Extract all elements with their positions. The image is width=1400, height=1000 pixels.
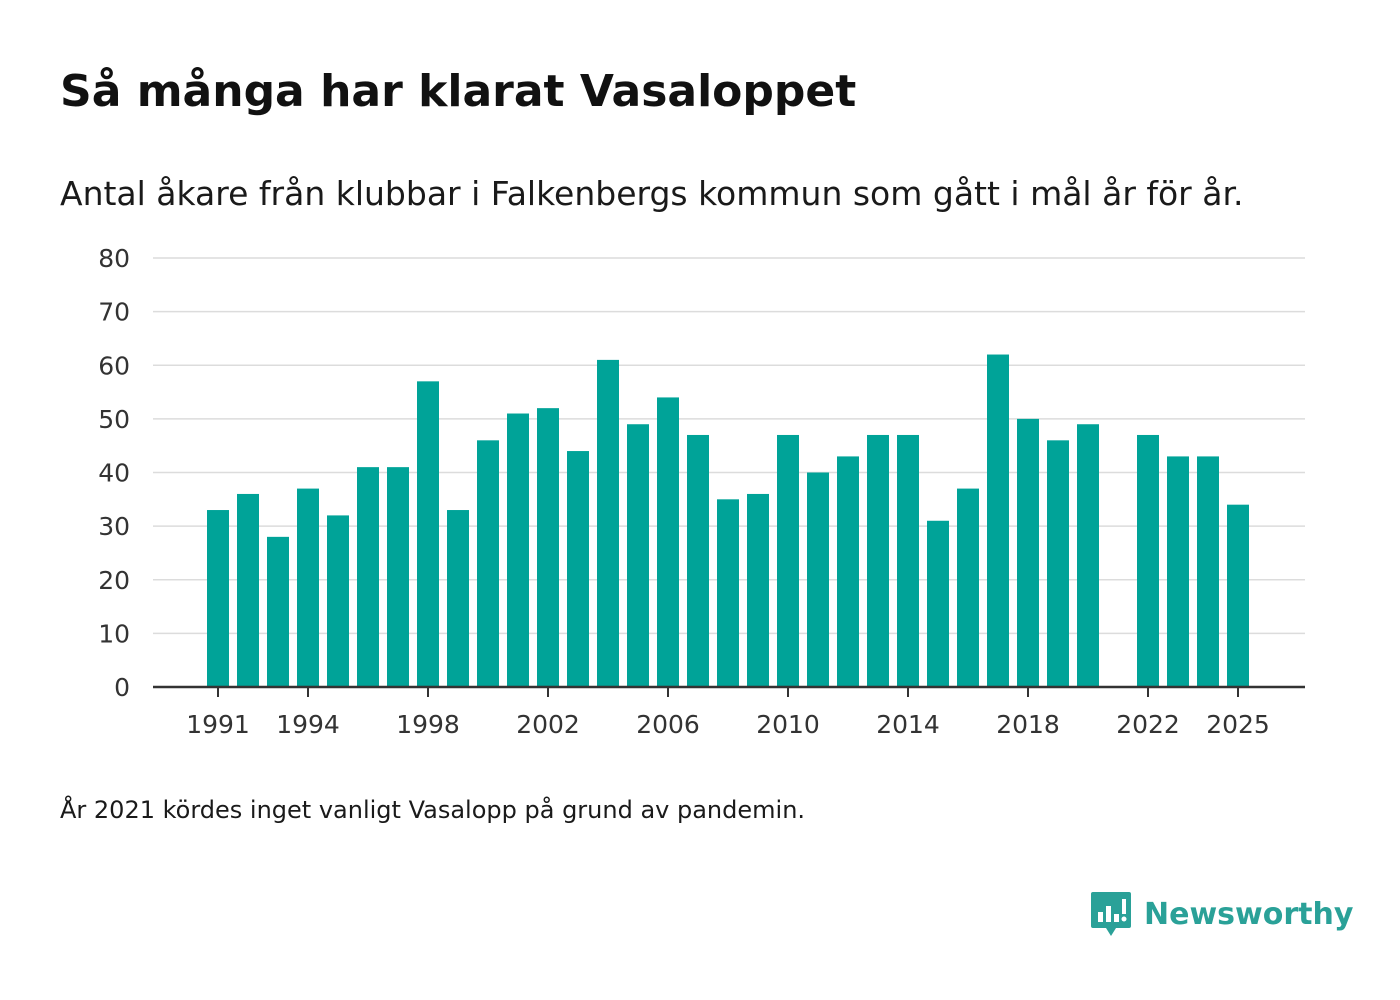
bar-2012 <box>837 456 859 687</box>
y-tick-label: 60 <box>98 351 130 380</box>
bar-2007 <box>687 434 709 687</box>
bar-2015 <box>927 520 949 687</box>
x-tick-label: 1994 <box>276 710 340 739</box>
bars <box>207 354 1249 687</box>
y-tick-label: 50 <box>98 405 130 434</box>
x-tick-label: 2006 <box>636 710 700 739</box>
bar-1997 <box>387 467 409 687</box>
y-tick-label: 70 <box>98 298 130 327</box>
bar-2025 <box>1227 504 1249 687</box>
bar-1994 <box>297 488 319 687</box>
x-axis: 1991 1994 1998 2002 2006 2010 2014 2018 2022 2025 <box>153 685 1305 739</box>
x-tick-label: 2002 <box>516 710 580 739</box>
bar-2017 <box>987 354 1009 687</box>
bar-2003 <box>567 451 589 687</box>
x-tick-label: 2022 <box>1116 710 1180 739</box>
chart-title: Så många har klarat Vasaloppet <box>60 66 857 117</box>
bar-2024 <box>1197 456 1219 687</box>
y-tick-label: 80 <box>98 244 130 273</box>
bar-2023 <box>1167 456 1189 687</box>
bar-2011 <box>807 472 829 687</box>
y-axis-ticks: 0 10 20 30 40 50 60 70 80 <box>98 244 130 702</box>
x-tick-label: 2014 <box>876 710 940 739</box>
bar-2022 <box>1137 434 1159 687</box>
bar-2005 <box>627 424 649 687</box>
bar-1991 <box>207 510 229 687</box>
chart-subtitle: Antal åkare från klubbar i Falkenbergs k… <box>60 174 1244 213</box>
x-tick-label: 1991 <box>186 710 250 739</box>
y-tick-label: 20 <box>98 566 130 595</box>
bar-1992 <box>237 493 259 687</box>
bar-2004 <box>597 359 619 687</box>
footnote: År 2021 kördes inget vanligt Vasalopp på… <box>60 796 806 824</box>
bar-2019 <box>1047 440 1069 687</box>
x-tick-label: 1998 <box>396 710 460 739</box>
bar-2001 <box>507 413 529 687</box>
y-tick-label: 30 <box>98 512 130 541</box>
newsworthy-logo-icon <box>1091 892 1131 936</box>
x-tick-label: 2018 <box>996 710 1060 739</box>
bar-2008 <box>717 499 739 687</box>
bar-1999 <box>447 510 469 687</box>
brand-logo[interactable]: Newsworthy <box>1090 890 1353 938</box>
bar-2013 <box>867 434 889 687</box>
bar-1993 <box>267 536 289 687</box>
brand-name: Newsworthy <box>1144 896 1354 932</box>
bar-1996 <box>357 467 379 687</box>
bar-2014 <box>897 434 919 687</box>
bar-2009 <box>747 493 769 687</box>
y-tick-label: 40 <box>98 459 130 488</box>
x-tick-label: 2010 <box>756 710 820 739</box>
bar-2006 <box>657 397 679 687</box>
bar-1998 <box>417 381 439 687</box>
y-tick-label: 10 <box>98 619 130 648</box>
bar-1995 <box>327 515 349 687</box>
x-tick-label: 2025 <box>1206 710 1270 739</box>
bar-2018 <box>1017 418 1039 687</box>
bar-2000 <box>477 440 499 687</box>
bar-2002 <box>537 408 559 687</box>
y-tick-label: 0 <box>114 673 130 702</box>
bar-2016 <box>957 488 979 687</box>
bar-2020 <box>1077 424 1099 687</box>
bar-2010 <box>777 434 799 687</box>
